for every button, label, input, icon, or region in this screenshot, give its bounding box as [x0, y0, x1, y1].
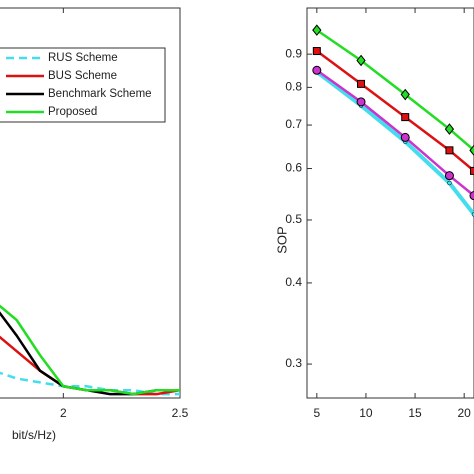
marker — [356, 54, 366, 67]
series-line — [0, 304, 180, 396]
x-tick-label: 2.5 — [172, 406, 189, 420]
marker — [356, 97, 366, 107]
marker — [469, 191, 474, 201]
series-line — [0, 371, 180, 396]
marker — [444, 123, 455, 135]
legend-label: Benchmark Scheme — [48, 88, 152, 100]
plot: 5 10 15 20 0.3 0.4 0.5 0.6 0.7 0.8 0.9 SOP — [274, 7, 474, 420]
marker — [312, 24, 322, 36]
marker — [445, 146, 454, 155]
x-tick-label: 2 — [60, 406, 67, 420]
marker — [312, 47, 321, 56]
y-tick-label: 0.7 — [285, 117, 302, 131]
marker — [444, 171, 454, 181]
plot-frame — [306, 7, 474, 399]
x-axis-label: bit/s/Hz) — [12, 428, 56, 442]
y-tick-label: 0.6 — [285, 161, 302, 175]
marker — [312, 65, 322, 75]
y-tick-label: 0.9 — [285, 46, 302, 60]
marker — [470, 166, 474, 175]
marker — [469, 144, 474, 157]
marker — [400, 88, 410, 101]
y-tick-label: 0.4 — [285, 275, 302, 289]
legend-label: BUS Scheme — [48, 70, 117, 82]
plot-frame — [0, 7, 181, 399]
y-tick-label: 0.8 — [285, 80, 302, 94]
x-tick-label: 5 — [313, 406, 320, 420]
marker — [401, 113, 410, 122]
legend-label: Proposed — [48, 106, 97, 118]
marker — [400, 132, 410, 142]
x-tick-label: 20 — [457, 406, 471, 420]
x-tick-label: 10 — [359, 406, 373, 420]
marker — [447, 180, 452, 186]
marker — [357, 79, 366, 88]
y-tick-label: 0.5 — [285, 212, 302, 226]
y-tick-label: 0.3 — [285, 356, 302, 370]
legend-label: RUS Scheme — [48, 52, 118, 64]
y-axis-label: SOP — [274, 226, 289, 253]
legend-box — [0, 47, 166, 123]
x-tick-label: 15 — [408, 406, 422, 420]
